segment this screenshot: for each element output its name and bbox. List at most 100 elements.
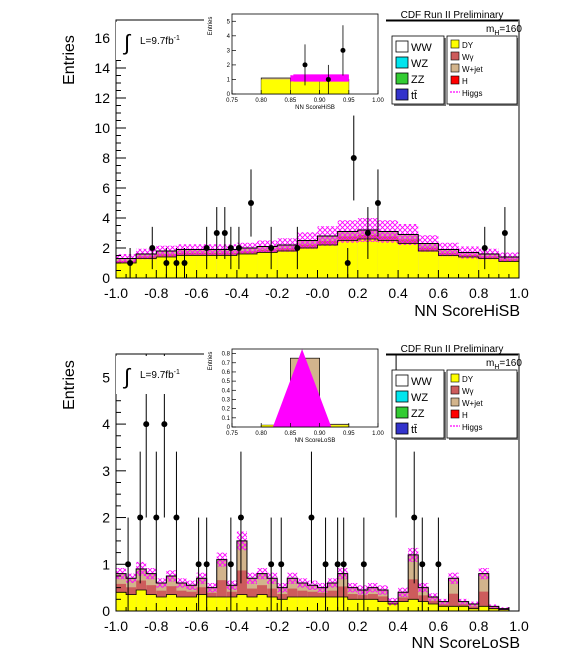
wgamma-bar — [156, 591, 166, 597]
dy-bar — [136, 590, 146, 611]
wgamma-bar — [297, 591, 307, 597]
wgamma-bar — [378, 596, 388, 601]
legend-label: W+jet — [462, 399, 483, 408]
data-point — [173, 260, 179, 266]
legend-label: H — [462, 77, 468, 86]
dy-bar — [307, 597, 317, 611]
inset-x-tick-label: 0.95 — [343, 98, 355, 104]
data-point — [236, 245, 242, 251]
data-point — [335, 561, 341, 567]
legend-swatch — [396, 89, 408, 100]
legend-swatch — [396, 73, 408, 84]
data-point — [173, 515, 179, 521]
data-point — [143, 421, 149, 427]
y-tick-label: 16 — [94, 30, 110, 46]
data-point — [268, 245, 274, 251]
inset-data-point — [340, 48, 345, 53]
y-tick-label: 10 — [94, 120, 110, 136]
y-tick-label: 1 — [102, 556, 110, 572]
wgamma-bar — [237, 570, 247, 594]
x-tick-label: -0.8 — [144, 285, 168, 301]
x-tick-label: -0.0 — [305, 285, 329, 301]
x-tick-label: -0.4 — [225, 285, 249, 301]
legend-swatch — [396, 41, 408, 52]
wgamma-bar — [197, 587, 207, 594]
x-tick-label: 0.8 — [469, 285, 489, 301]
mass-label: mH=160 — [486, 24, 522, 37]
x-tick-label: 0.2 — [348, 618, 368, 634]
dy-bar — [398, 602, 408, 611]
wgamma-bar — [126, 587, 136, 594]
dy-bar — [116, 592, 126, 611]
x-tick-label: -0.0 — [305, 618, 329, 634]
legend-label: Higgs — [462, 423, 482, 432]
inset-x-tick-label: 1.00 — [372, 98, 384, 104]
dy-bar — [318, 597, 328, 611]
dy-bar — [297, 597, 307, 611]
data-point — [294, 245, 300, 251]
legend-swatch — [451, 374, 459, 382]
data-point — [214, 230, 220, 236]
legend-swatch — [451, 52, 459, 60]
wgamma-bar — [348, 594, 358, 599]
wgamma-bar — [247, 589, 257, 597]
dy-bar — [368, 599, 378, 611]
legend-swatch — [396, 391, 408, 402]
inset-x-tick-label: 0.90 — [314, 431, 326, 437]
wgamma-bar — [428, 601, 438, 604]
data-point — [127, 260, 133, 266]
wgamma-bar — [338, 586, 348, 597]
wgamma-bar — [176, 591, 186, 597]
legend-label: ZZ — [411, 74, 425, 86]
wgamma-bar — [187, 592, 197, 597]
inset-higgs-band — [293, 74, 348, 81]
wgamma-bar — [418, 595, 428, 601]
x-tick-label: 0.2 — [348, 285, 368, 301]
inset-y-tick-label: 0.4 — [222, 388, 231, 394]
inset-y-tick-label: 0.6 — [222, 370, 231, 376]
y-tick-label: 4 — [102, 210, 110, 226]
data-point — [375, 200, 381, 206]
dy-bar — [237, 595, 247, 611]
legend-swatch — [451, 40, 459, 48]
data-point — [345, 260, 351, 266]
x-tick-label: 0.4 — [388, 618, 408, 634]
x-tick-label: -0.8 — [144, 618, 168, 634]
data-point — [308, 515, 314, 521]
inset-y-axis-label: Entries — [208, 352, 214, 371]
legend-label: DY — [462, 375, 474, 384]
inset-data-point — [326, 77, 331, 82]
x-tick-label: 1.0 — [509, 618, 529, 634]
dy-bar — [378, 241, 398, 279]
legend-label: tt̄ — [411, 90, 417, 102]
data-point — [351, 155, 357, 161]
dy-bar — [448, 606, 458, 611]
y-tick-label: 0 — [102, 603, 110, 619]
dy-bar — [398, 244, 418, 279]
wgamma-bar — [136, 581, 146, 590]
legend-swatch — [451, 386, 459, 394]
y-tick-label: 0 — [102, 270, 110, 286]
y-tick-label: 8 — [102, 150, 110, 166]
dy-bar — [197, 595, 207, 611]
data-point — [137, 515, 143, 521]
inset-y-tick-label: 0.3 — [222, 397, 231, 403]
dy-bar — [479, 606, 489, 611]
legend-label: Wγ — [462, 53, 474, 62]
dy-bar — [418, 602, 428, 611]
y-tick-label: 5 — [102, 369, 110, 385]
inset-y-tick-label: 0.8 — [222, 352, 231, 358]
data-point — [482, 245, 488, 251]
inset-y-tick-label: 0.2 — [222, 407, 231, 413]
legend-label: DY — [462, 41, 474, 50]
x-tick-label: -0.2 — [265, 618, 289, 634]
x-tick-label: 0.6 — [429, 285, 449, 301]
dy-bar — [428, 604, 438, 611]
legend-swatch — [451, 410, 459, 418]
dy-bar — [358, 599, 368, 611]
dy-bar — [146, 595, 156, 611]
x-tick-label: -0.6 — [185, 285, 209, 301]
data-point — [248, 200, 254, 206]
